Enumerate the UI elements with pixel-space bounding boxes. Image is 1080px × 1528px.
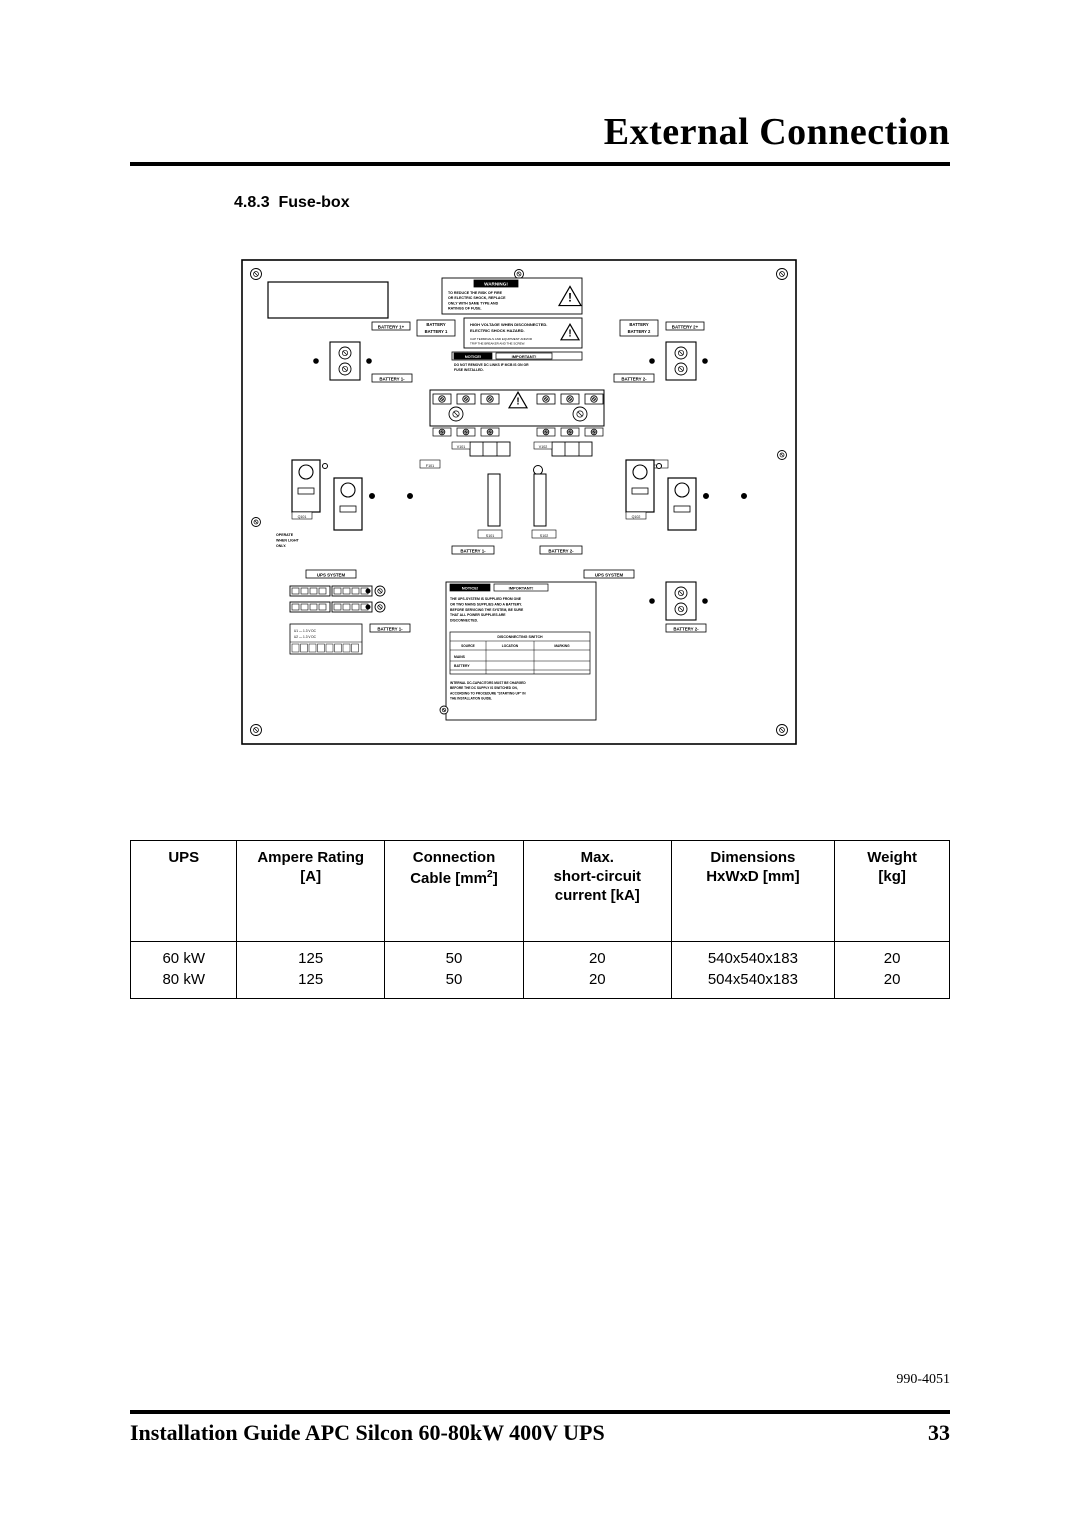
svg-text:THE UPS-SYSTEM IS SUPPLIED FRO: THE UPS-SYSTEM IS SUPPLIED FROM ONE [450,597,522,601]
table-header-row: UPSAmpere Rating[A]ConnectionCable [mm2]… [131,841,950,942]
document-number: 990-4051 [896,1372,950,1388]
table-col-header: ConnectionCable [mm2] [384,841,523,942]
table-cell: 504x540x183 [671,969,835,999]
svg-text:OR TWO MAINS SUPPLIES AND A BA: OR TWO MAINS SUPPLIES AND A BATTERY. [450,602,522,606]
svg-text:NOTICE!: NOTICE! [462,586,478,591]
svg-text:BATTERY 1: BATTERY 1 [425,329,448,334]
table-cell: 50 [384,969,523,999]
svg-text:U2 — 1.3 V DC: U2 — 1.3 V DC [294,635,317,639]
svg-text:THAT ALL POWER SUPPLIES ARE: THAT ALL POWER SUPPLIES ARE [450,613,506,617]
table-col-header: Ampere Rating[A] [237,841,384,942]
svg-text:SOURCE: SOURCE [461,644,475,648]
svg-text:BATTERY 1-: BATTERY 1- [377,627,403,632]
svg-text:BATTERY 1-: BATTERY 1- [379,377,405,382]
svg-text:!: ! [516,396,519,407]
svg-text:DO NOT REMOVE DC LINKS IF MCB: DO NOT REMOVE DC LINKS IF MCB IS ON OR [454,363,529,367]
svg-text:ONLY WITH SAME TYPE AND: ONLY WITH SAME TYPE AND [448,301,499,305]
svg-text:OR ELECTRIC SHOCK, REPLACE: OR ELECTRIC SHOCK, REPLACE [448,296,506,300]
table-cell: 540x540x183 [671,942,835,970]
svg-text:DISCONNECTED.: DISCONNECTED. [450,619,478,623]
svg-text:MAINS: MAINS [454,655,466,659]
svg-text:V102: V102 [539,445,547,449]
svg-text:BEFORE SERVICING THE SYSTEM, B: BEFORE SERVICING THE SYSTEM, BE SURE [450,608,524,612]
svg-text:FUSE INSTALLED.: FUSE INSTALLED. [454,368,484,372]
svg-text:V101: V101 [457,445,465,449]
table-cell: 20 [524,942,671,970]
svg-text:BATTERY 2: BATTERY 2 [628,329,651,334]
footer-rule [130,1410,950,1414]
table-cell: 20 [524,969,671,999]
fusebox-diagram: WARNING! TO REDUCE THE RISK OF FIREOR ELE… [234,252,804,752]
svg-text:BATTERY 2-: BATTERY 2- [621,377,647,382]
svg-text:RATINGS OF FUSE.: RATINGS OF FUSE. [448,307,481,311]
section-name: Fuse-box [278,194,349,211]
svg-text:WARNING!: WARNING! [484,282,508,287]
svg-text:ELECTRIC SHOCK HAZARD.: ELECTRIC SHOCK HAZARD. [470,328,525,333]
svg-text:ONLY.: ONLY. [276,544,286,548]
svg-text:F101: F101 [426,464,434,468]
svg-text:TO REDUCE THE RISK OF FIRE: TO REDUCE THE RISK OF FIRE [448,291,503,295]
svg-text:!: ! [568,290,572,304]
svg-text:!: ! [568,328,571,339]
svg-text:DISCONNECTING SWITCH: DISCONNECTING SWITCH [497,635,543,639]
table-cell: 20 [835,942,950,970]
table-cell: 50 [384,942,523,970]
page-footer: Installation Guide APC Silcon 60-80kW 40… [130,1410,950,1446]
svg-text:BATTERY 2-: BATTERY 2- [548,549,574,554]
svg-text:BEFORE THE DC SUPPLY IS SWITCH: BEFORE THE DC SUPPLY IS SWITCHED ON, [450,686,518,690]
table-row: 80 kW1255020504x540x18320 [131,969,950,999]
section-number: 4.8.3 [234,194,270,211]
svg-text:NOTICE!: NOTICE! [465,354,481,359]
svg-text:S102: S102 [540,534,548,538]
svg-text:MARKING: MARKING [554,644,570,648]
table-col-header: Weight[kg] [835,841,950,942]
fusebox-svg: WARNING! TO REDUCE THE RISK OF FIREOR ELE… [234,252,804,752]
svg-text:UPS SYSTEM: UPS SYSTEM [317,573,346,578]
svg-text:Q102: Q102 [632,515,641,519]
svg-text:BATTERY 1-: BATTERY 1- [460,549,486,554]
table-cell: 125 [237,969,384,999]
svg-text:IMPORTANT!: IMPORTANT! [509,586,534,591]
svg-text:UPS SYSTEM: UPS SYSTEM [595,573,624,578]
svg-text:BATTERY 1+: BATTERY 1+ [378,325,405,330]
page-number: 33 [928,1420,950,1446]
svg-text:CAP TERMINALS AND EQUIPMENT AN: CAP TERMINALS AND EQUIPMENT AND/OR [470,337,533,341]
svg-text:TRIP THE BREAKER AND THE SCREW: TRIP THE BREAKER AND THE SCREW. [470,342,525,346]
svg-text:LOCATION: LOCATION [502,644,519,648]
section-heading: 4.8.3 Fuse-box [234,194,950,212]
svg-text:ACCORDING TO PROCEDURE "STARTI: ACCORDING TO PROCEDURE "STARTING UP" IN [450,691,526,695]
spec-table: UPSAmpere Rating[A]ConnectionCable [mm2]… [130,840,950,999]
title-rule [130,162,950,166]
svg-text:WHEN LIGHT: WHEN LIGHT [276,539,300,543]
svg-text:BATTERY 2+: BATTERY 2+ [672,325,699,330]
svg-text:BATTERY: BATTERY [426,322,446,327]
svg-text:S101: S101 [486,534,494,538]
table-cell: 60 kW [131,942,237,970]
table-cell: 20 [835,969,950,999]
table-row: 60 kW1255020540x540x18320 [131,942,950,970]
svg-text:U1 — 1.3 V DC: U1 — 1.3 V DC [294,629,317,633]
table-cell: 80 kW [131,969,237,999]
table-col-header: UPS [131,841,237,942]
svg-text:HIGH VOLTAGE WHEN DISCONNECTED: HIGH VOLTAGE WHEN DISCONNECTED. [470,322,547,327]
footer-title: Installation Guide APC Silcon 60-80kW 40… [130,1420,605,1446]
svg-text:BATTERY: BATTERY [629,322,649,327]
page-title: External Connection [130,110,950,154]
svg-text:BATTERY: BATTERY [454,664,470,668]
svg-text:INTERNAL DC-CAPACITORS MUST BE: INTERNAL DC-CAPACITORS MUST BE CHARGED [450,681,526,685]
svg-text:IMPORTANT!: IMPORTANT! [512,354,537,359]
svg-text:Q101: Q101 [298,515,307,519]
table-col-header: Max.short-circuitcurrent [kA] [524,841,671,942]
svg-text:OPERATE: OPERATE [276,533,294,537]
svg-text:BATTERY 2-: BATTERY 2- [673,627,699,632]
table-col-header: DimensionsHxWxD [mm] [671,841,835,942]
table-cell: 125 [237,942,384,970]
svg-text:THE INSTALLATION GUIDE.: THE INSTALLATION GUIDE. [450,697,492,701]
